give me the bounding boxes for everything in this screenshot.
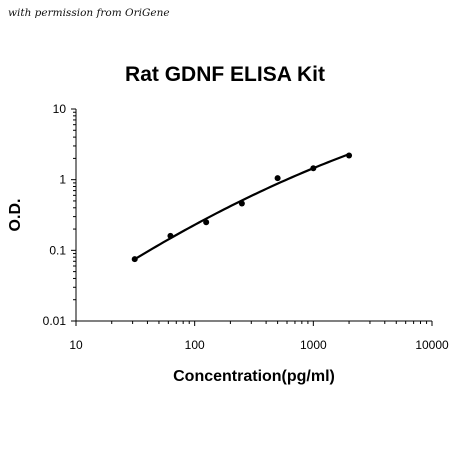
x-tick-label: 10000 [415,338,449,352]
chart-title: Rat GDNF ELISA Kit [125,63,325,86]
data-point [274,175,281,182]
fit-curve [134,153,350,261]
data-point [310,165,317,172]
x-tick-label: 100 [185,338,205,352]
permission-watermark: with permission from OriGene [8,7,170,19]
data-point [203,219,210,226]
data-points [131,152,353,263]
fit-curve-group [134,153,350,261]
y-tick-label: 0.1 [49,243,66,257]
data-point [131,256,138,263]
chart-axes [75,109,432,322]
y-tick-label: 10 [53,102,67,116]
y-axis-label: O.D. [7,199,24,232]
y-tick-label: 1 [59,173,66,187]
data-point [167,232,174,239]
x-tick-label: 1000 [300,338,327,352]
axis-ticks: 0.01 0.1 1 10 10 100 1000 10000 [43,102,449,352]
x-tick-label: 10 [69,338,83,352]
data-point [238,200,245,207]
y-tick-label: 0.01 [43,314,67,328]
data-point [346,152,353,159]
x-axis-label: Concentration(pg/ml) [173,368,335,385]
